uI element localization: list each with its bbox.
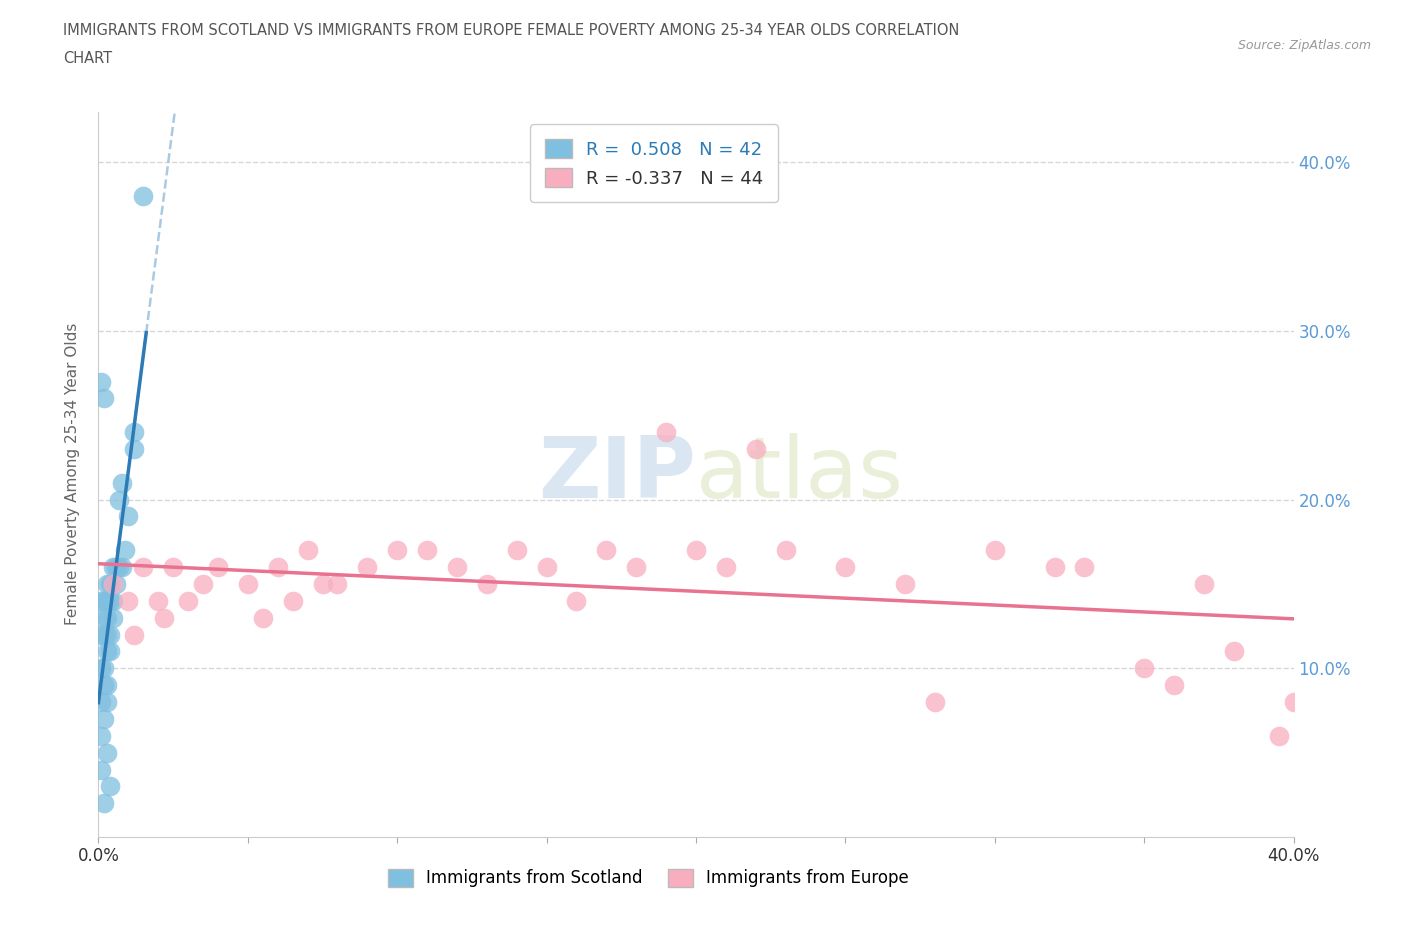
Point	[153, 610, 176, 625]
Point	[252, 610, 274, 625]
Point	[834, 560, 856, 575]
Point	[93, 391, 115, 405]
Point	[108, 560, 131, 575]
Point	[1133, 661, 1156, 676]
Point	[1223, 644, 1246, 658]
Point	[1282, 695, 1305, 710]
Text: IMMIGRANTS FROM SCOTLAND VS IMMIGRANTS FROM EUROPE FEMALE POVERTY AMONG 25-34 YE: IMMIGRANTS FROM SCOTLAND VS IMMIGRANTS F…	[63, 23, 960, 38]
Point	[924, 695, 946, 710]
Point	[297, 543, 319, 558]
Point	[177, 593, 200, 608]
Point	[281, 593, 304, 608]
Point	[93, 711, 115, 726]
Legend: Immigrants from Scotland, Immigrants from Europe: Immigrants from Scotland, Immigrants fro…	[381, 862, 915, 894]
Point	[96, 593, 118, 608]
Text: Source: ZipAtlas.com: Source: ZipAtlas.com	[1237, 39, 1371, 52]
Point	[1192, 577, 1215, 591]
Point	[103, 577, 125, 591]
Point	[745, 442, 768, 457]
Point	[93, 627, 115, 642]
Point	[311, 577, 333, 591]
Text: CHART: CHART	[63, 51, 112, 66]
Point	[98, 779, 122, 794]
Text: atlas: atlas	[696, 432, 904, 516]
Point	[191, 577, 214, 591]
Point	[446, 560, 468, 575]
Point	[96, 627, 118, 642]
Point	[93, 661, 115, 676]
Point	[98, 593, 122, 608]
Point	[103, 593, 125, 608]
Point	[536, 560, 558, 575]
Point	[111, 560, 134, 575]
Point	[114, 543, 136, 558]
Point	[98, 627, 122, 642]
Point	[96, 745, 118, 760]
Point	[90, 728, 112, 743]
Point	[96, 678, 118, 693]
Point	[90, 593, 112, 608]
Point	[124, 627, 146, 642]
Point	[714, 560, 737, 575]
Point	[111, 475, 134, 490]
Point	[475, 577, 498, 591]
Point	[595, 543, 617, 558]
Point	[565, 593, 588, 608]
Point	[96, 610, 118, 625]
Point	[148, 593, 170, 608]
Point	[1073, 560, 1095, 575]
Point	[326, 577, 349, 591]
Point	[90, 762, 112, 777]
Point	[93, 796, 115, 811]
Point	[93, 678, 115, 693]
Point	[117, 509, 139, 524]
Point	[506, 543, 529, 558]
Point	[98, 577, 122, 591]
Point	[98, 644, 122, 658]
Point	[236, 577, 259, 591]
Y-axis label: Female Poverty Among 25-34 Year Olds: Female Poverty Among 25-34 Year Olds	[65, 323, 80, 626]
Point	[105, 577, 128, 591]
Point	[93, 610, 115, 625]
Point	[103, 610, 125, 625]
Point	[96, 577, 118, 591]
Point	[105, 560, 128, 575]
Point	[103, 560, 125, 575]
Text: ZIP: ZIP	[538, 432, 696, 516]
Point	[207, 560, 229, 575]
Point	[267, 560, 290, 575]
Point	[124, 442, 146, 457]
Point	[96, 695, 118, 710]
Point	[1163, 678, 1185, 693]
Point	[90, 695, 112, 710]
Point	[90, 627, 112, 642]
Point	[90, 661, 112, 676]
Point	[1043, 560, 1066, 575]
Point	[96, 644, 118, 658]
Point	[117, 593, 139, 608]
Point	[124, 425, 146, 440]
Point	[775, 543, 797, 558]
Point	[416, 543, 439, 558]
Point	[1267, 728, 1289, 743]
Point	[655, 425, 678, 440]
Point	[685, 543, 707, 558]
Point	[90, 374, 112, 389]
Point	[626, 560, 648, 575]
Point	[385, 543, 409, 558]
Point	[894, 577, 917, 591]
Point	[356, 560, 378, 575]
Point	[162, 560, 184, 575]
Point	[108, 492, 131, 507]
Point	[93, 593, 115, 608]
Point	[132, 560, 155, 575]
Point	[984, 543, 1007, 558]
Point	[132, 189, 155, 204]
